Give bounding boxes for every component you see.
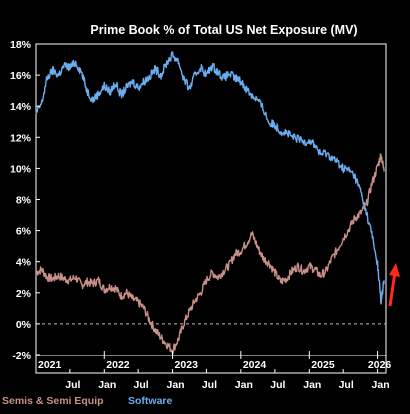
x-month-label: Jul [65, 379, 80, 391]
plot-frame [35, 43, 387, 374]
y-tick-label: 18% [10, 39, 32, 51]
x-year-label: 2021 [38, 359, 62, 371]
y-tick-label: 2% [16, 288, 32, 300]
x-month-label: Jan [167, 379, 185, 391]
y-tick-label: 0% [16, 319, 32, 331]
x-month-label: Jul [270, 379, 285, 391]
series-line-software [35, 51, 385, 305]
x-year-label: 2022 [106, 359, 130, 371]
x-month-label: Jan [235, 379, 253, 391]
annotation-arrow-shaft [388, 271, 397, 307]
y-tick-label: 8% [16, 195, 32, 207]
legend-item-software: Software [128, 395, 173, 407]
x-month-label: Jul [339, 379, 354, 391]
y-tick-label: 4% [16, 257, 32, 269]
x-year-label: 2024 [243, 359, 267, 371]
x-year-label: 2023 [175, 359, 199, 371]
y-tick-label: 14% [10, 101, 32, 113]
x-month-label: Jul [134, 379, 149, 391]
x-month-label: Jan [372, 379, 390, 391]
x-month-label: Jan [98, 379, 116, 391]
y-tick-label: 6% [16, 226, 32, 238]
annotation-arrow-head [389, 263, 400, 277]
x-year-label: 2025 [311, 359, 335, 371]
y-tick-label: 10% [10, 163, 32, 175]
y-tick-label: -2% [12, 350, 31, 362]
x-year-label: 2026 [368, 359, 392, 371]
y-tick-label: 12% [10, 132, 32, 144]
x-month-label: Jul [202, 379, 217, 391]
series-line-semis [35, 153, 385, 355]
x-month-label: Jan [303, 379, 321, 391]
y-tick-label: 16% [10, 70, 32, 82]
legend-item-semis: Semis & Semi Equip [2, 395, 104, 407]
chart-title: Prime Book % of Total US Net Exposure (M… [90, 23, 357, 37]
